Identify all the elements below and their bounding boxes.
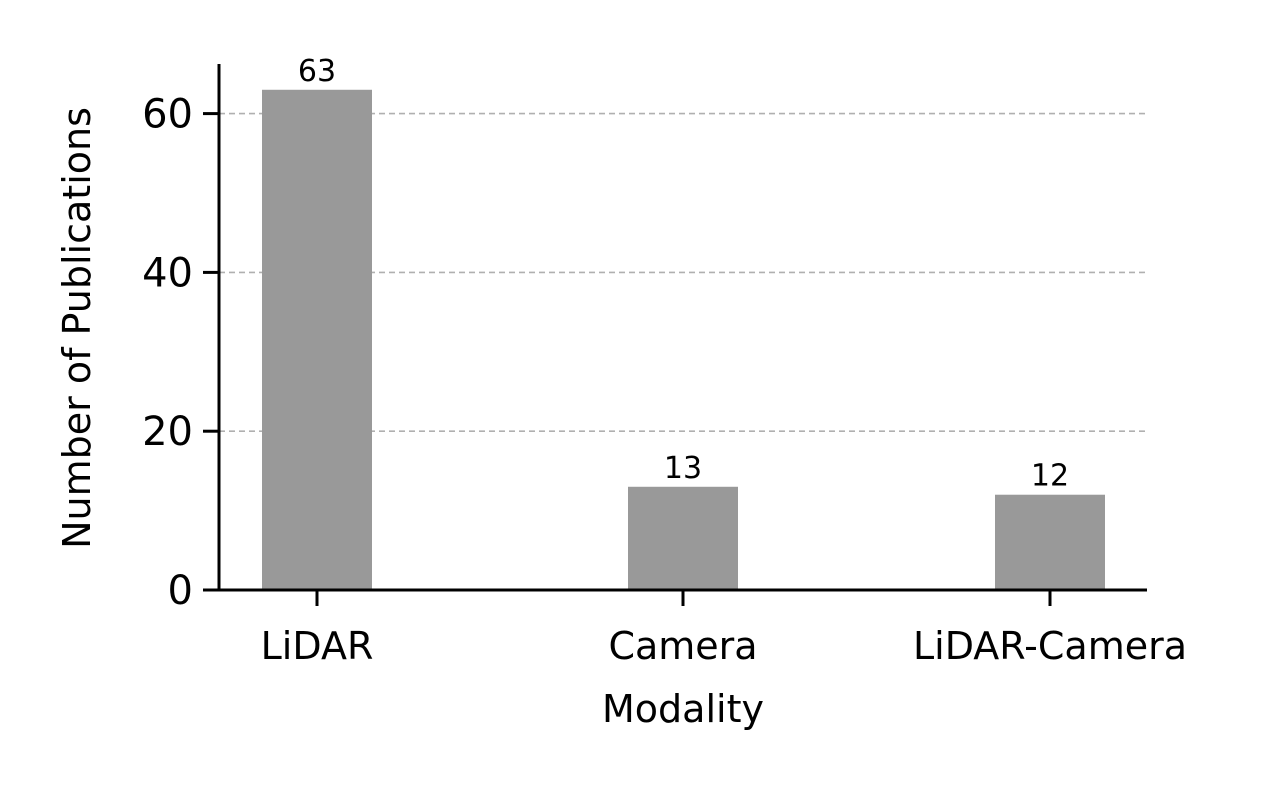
grid-lines xyxy=(219,112,1147,433)
x-ticks: LiDAR Camera LiDAR-Camera xyxy=(261,590,1187,668)
y-ticks: 0 20 40 60 xyxy=(142,92,219,614)
y-tick-label-60: 60 xyxy=(142,92,193,138)
bar-lidar xyxy=(262,89,372,590)
y-tick-label-0: 0 xyxy=(168,568,193,614)
y-tick-label-20: 20 xyxy=(142,409,193,455)
x-tick-label-lidar-camera: LiDAR-Camera xyxy=(913,624,1187,668)
x-tick-label-camera: Camera xyxy=(608,624,757,668)
data-label-lidar-camera: 12 xyxy=(1031,459,1069,494)
data-label-camera: 13 xyxy=(664,451,702,486)
bar-lidar-camera xyxy=(995,494,1105,590)
y-axis-title: Number of Publications xyxy=(55,107,99,549)
x-axis-title: Modality xyxy=(602,687,764,731)
data-label-lidar: 63 xyxy=(298,54,336,89)
bar-camera xyxy=(628,486,738,590)
data-labels: 63 13 12 xyxy=(298,54,1069,494)
x-tick-label-lidar: LiDAR xyxy=(261,624,374,668)
y-tick-label-40: 40 xyxy=(142,250,193,296)
bars xyxy=(262,89,1105,590)
